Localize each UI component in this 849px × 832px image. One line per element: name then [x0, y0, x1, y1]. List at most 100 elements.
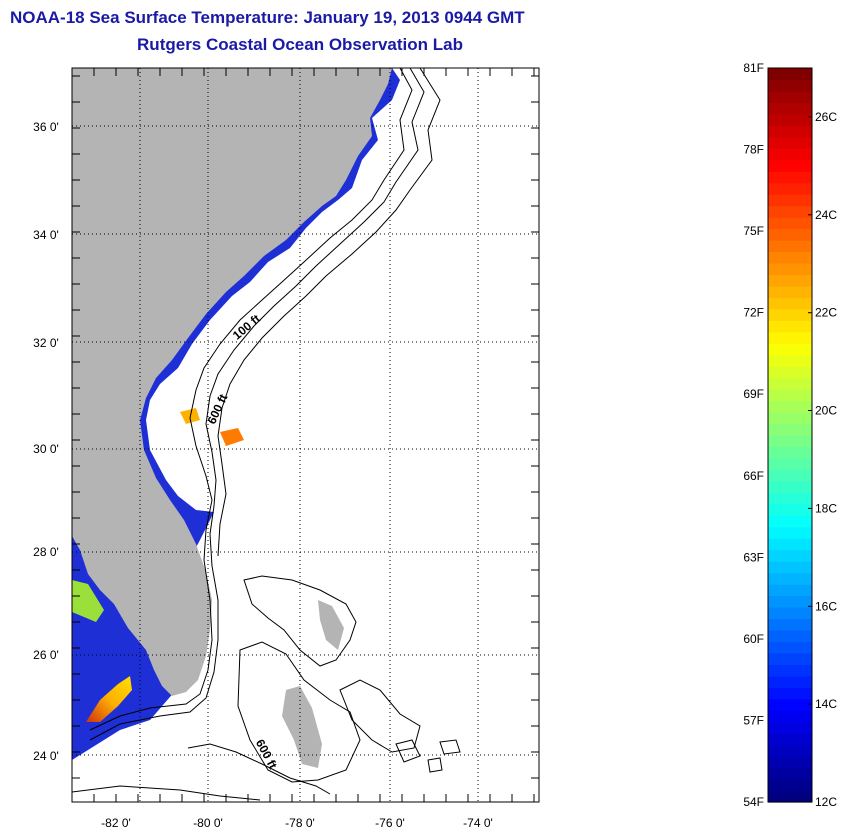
land-mainland: [72, 68, 392, 696]
lon-label-74: -74 0': [463, 816, 493, 830]
lat-label-28: 28 0': [33, 545, 59, 559]
colorbar-band: [768, 113, 812, 126]
lat-label-32: 32 0': [33, 336, 59, 350]
lon-label-82: -82 0': [101, 816, 131, 830]
colorbar-band: [768, 526, 812, 539]
green-patch-west: [72, 580, 104, 622]
colorbar-band: [768, 457, 812, 471]
colorbar-band: [768, 68, 812, 81]
map-frame: [71, 67, 540, 803]
colorbar-band: [768, 79, 812, 92]
colorbar-band: [768, 182, 812, 195]
colorbar-gradient: [768, 68, 812, 803]
lon-label-78: -78 0': [285, 816, 315, 830]
colorbar-f-label: 66F: [743, 469, 764, 483]
colorbar-band: [768, 549, 812, 562]
colorbar-band: [768, 435, 812, 448]
warm-patch-ne: [220, 428, 244, 446]
colorbar-band: [768, 698, 812, 711]
colorbar-f-label: 60F: [743, 632, 764, 646]
title-line-1: NOAA-18 Sea Surface Temperature: January…: [10, 8, 525, 27]
land-bahamas-abaco: [318, 600, 344, 650]
colorbar-band: [768, 136, 812, 149]
colorbar-band: [768, 240, 812, 253]
colorbar-c-label: 20C: [815, 404, 837, 418]
colorbar-band: [768, 687, 812, 700]
lat-label-34: 34 0': [33, 228, 59, 242]
colorbar-f-label: 57F: [743, 713, 764, 727]
colorbar-band: [768, 320, 812, 333]
colorbar-band: [768, 297, 812, 310]
colorbar-band: [768, 790, 812, 803]
bathymetry-contours: [72, 68, 461, 801]
colorbar-band: [768, 607, 812, 620]
colorbar-band: [768, 354, 812, 367]
colorbar-f-label: 78F: [743, 143, 764, 157]
axis-ticks: [72, 68, 539, 802]
lat-label-30: 30 0': [33, 442, 59, 456]
colorbar-f-label: 63F: [743, 550, 764, 564]
colorbar-c-label: 26C: [815, 110, 837, 124]
colorbar-band: [768, 400, 812, 413]
colorbar-band: [768, 228, 812, 241]
colorbar-band: [768, 308, 812, 321]
colorbar-band: [768, 469, 812, 482]
colorbar-band: [768, 584, 812, 597]
longitude-labels: -82 0' -80 0' -78 0' -76 0' -74 0': [101, 816, 493, 830]
colorbar-band: [768, 618, 812, 631]
colorbar-band: [768, 629, 812, 643]
colorbar-band: [768, 262, 812, 276]
lon-label-80: -80 0': [193, 816, 223, 830]
colorbar-band: [768, 251, 812, 264]
colorbar-band: [768, 561, 812, 574]
colorbar-band: [768, 159, 812, 172]
colorbar-c-label: 18C: [815, 501, 837, 515]
colorbar-band: [768, 205, 812, 218]
lat-label-26: 26 0': [33, 648, 59, 662]
colorbar-band: [768, 148, 812, 161]
colorbar-c-label: 12C: [815, 795, 837, 809]
lat-label-36: 36 0': [33, 120, 59, 134]
colorbar-band: [768, 515, 812, 528]
colorbar-band: [768, 503, 812, 516]
warm-patch-keys: [86, 676, 132, 722]
colorbar-band: [768, 756, 812, 769]
colorbar-band: [768, 90, 812, 104]
title-line-2: Rutgers Coastal Ocean Observation Lab: [137, 35, 463, 54]
colorbar-band: [768, 652, 812, 665]
celsius-labels: 26C 24C 22C 20C 18C 16C 14C 12C: [808, 110, 837, 809]
colorbar-band: [768, 331, 812, 344]
colorbar-f-label: 54F: [743, 795, 764, 809]
colorbar-f-label: 81F: [743, 61, 764, 75]
lon-label-76: -76 0': [375, 816, 405, 830]
colorbar-band: [768, 171, 812, 184]
fahrenheit-labels: 81F 78F 75F 72F 69F 66F 63F 60F 57F 54F: [743, 61, 764, 809]
colorbar-band: [768, 767, 812, 780]
colorbar-band: [768, 572, 812, 585]
colorbar-band: [768, 675, 812, 688]
colorbar-band: [768, 492, 812, 505]
colorbar-f-label: 72F: [743, 306, 764, 320]
colorbar-c-label: 22C: [815, 306, 837, 320]
colorbar-band: [768, 217, 812, 230]
colorbar-band: [768, 733, 812, 746]
colorbar-band: [768, 538, 812, 551]
colorbar-band: [768, 285, 812, 298]
colorbar-band: [768, 595, 812, 608]
colorbar-c-label: 14C: [815, 697, 837, 711]
colorbar-f-label: 69F: [743, 387, 764, 401]
colorbar-band: [768, 102, 812, 115]
latitude-labels: 36 0' 34 0' 32 0' 30 0' 28 0' 26 0' 24 0…: [33, 120, 59, 763]
colorbar-band: [768, 710, 812, 723]
colorbar-c-label: 24C: [815, 208, 837, 222]
colorbar-band: [768, 274, 812, 287]
colorbar-band: [768, 744, 812, 757]
colorbar-band: [768, 194, 812, 207]
colorbar-band: [768, 389, 812, 402]
lat-label-24: 24 0': [33, 749, 59, 763]
colorbar-band: [768, 366, 812, 379]
colorbar-band: [768, 423, 812, 436]
colorbar-band: [768, 721, 812, 734]
colorbar-band: [768, 779, 812, 792]
